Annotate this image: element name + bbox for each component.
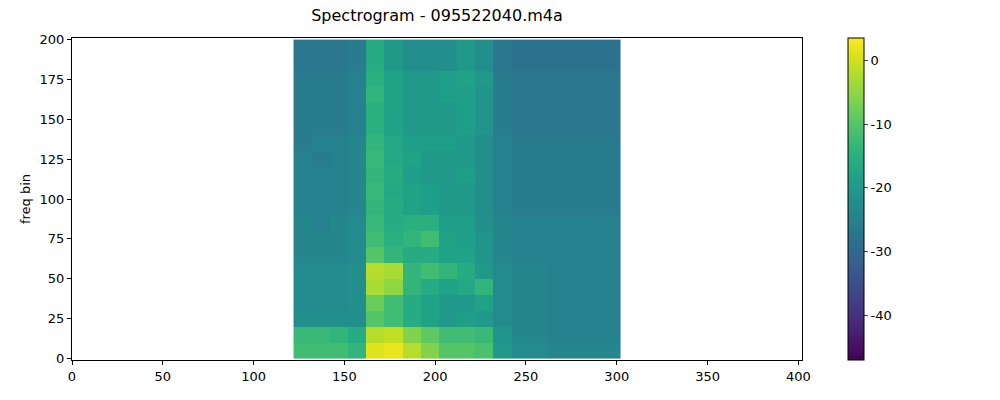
- svg-text:50: 50: [48, 271, 65, 286]
- svg-text:50: 50: [155, 369, 172, 384]
- svg-text:100: 100: [40, 192, 65, 207]
- svg-text:Spectrogram - 095522040.m4a: Spectrogram - 095522040.m4a: [311, 6, 563, 25]
- svg-text:-20: -20: [871, 180, 892, 195]
- svg-text:150: 150: [332, 369, 357, 384]
- svg-text:175: 175: [40, 72, 65, 87]
- svg-text:125: 125: [40, 152, 65, 167]
- svg-text:200: 200: [423, 369, 448, 384]
- svg-text:200: 200: [40, 32, 65, 47]
- svg-text:-10: -10: [871, 117, 892, 132]
- svg-text:25: 25: [48, 311, 65, 326]
- svg-text:0: 0: [56, 351, 64, 366]
- svg-text:freq bin: freq bin: [18, 174, 33, 224]
- svg-text:100: 100: [241, 369, 266, 384]
- svg-text:75: 75: [48, 231, 65, 246]
- svg-text:400: 400: [786, 369, 811, 384]
- svg-text:-30: -30: [871, 244, 892, 259]
- svg-text:300: 300: [604, 369, 629, 384]
- svg-text:0: 0: [68, 369, 76, 384]
- svg-text:-40: -40: [871, 308, 892, 323]
- svg-text:0: 0: [871, 53, 879, 68]
- svg-text:250: 250: [514, 369, 539, 384]
- svg-text:350: 350: [695, 369, 720, 384]
- svg-text:150: 150: [40, 112, 65, 127]
